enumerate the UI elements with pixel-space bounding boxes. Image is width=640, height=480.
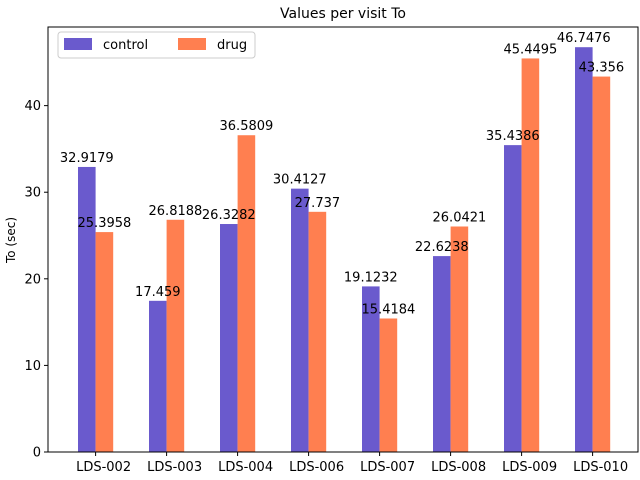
bars-layer [78,47,611,453]
legend-swatch-control [64,38,92,50]
x-tick-label: LDS-006 [289,460,344,475]
y-tick-label: 20 [24,272,41,287]
bar-labels-layer: 32.9179 17.459 26.3282 30.4127 19.1232 22.623… [60,31,624,317]
y-tick-label: 40 [24,99,41,114]
bar-value-label: 32.9179 [60,151,114,166]
bar-drug-LDS-004 [237,135,256,452]
bar-value-label: 45.4495 [504,42,558,57]
x-axis-ticks: LDS-002 LDS-003 LDS-004 LDS-006 LDS-007 LDS-0… [76,452,628,475]
bar-drug-LDS-007 [379,318,398,452]
bar-value-label: 25.3958 [78,216,132,231]
bar-value-label: 46.7476 [557,31,611,46]
bar-control-LDS-008 [433,256,451,452]
x-tick-label: LDS-008 [431,460,486,475]
legend-swatch-drug [178,38,206,50]
bar-drug-LDS-003 [166,219,185,452]
legend-label-drug: drug [217,38,247,53]
y-axis-ticks: 0 10 20 30 40 [24,99,48,461]
x-tick-label: LDS-009 [502,460,557,475]
bar-value-label: 30.4127 [273,173,327,188]
bar-value-label: 22.6238 [415,240,469,255]
bar-control-LDS-007 [362,286,380,452]
y-tick-label: 0 [33,446,41,461]
bar-value-label: 19.1232 [344,270,398,285]
bar-drug-LDS-010 [592,76,611,453]
bar-value-label: 26.8188 [149,204,203,219]
bar-value-label: 17.459 [135,285,181,300]
bar-value-label: 43.356 [579,61,625,76]
y-tick-label: 30 [24,186,41,201]
plot-frame [47,26,639,453]
x-tick-label: LDS-004 [218,460,273,475]
bar-value-label: 26.0421 [433,210,487,225]
bar-control-LDS-004 [220,224,238,452]
bar-control-LDS-003 [149,300,167,452]
chart-title: Values per visit To [280,6,406,22]
y-tick-label: 10 [24,359,41,374]
bar-value-label: 36.5809 [220,119,274,134]
y-axis-label: To (sec) [4,217,18,264]
x-tick-label: LDS-010 [573,460,628,475]
x-tick-label: LDS-003 [147,460,202,475]
bar-value-label: 15.4184 [362,302,416,317]
bar-control-LDS-002 [78,166,96,452]
bar-value-label: 35.4386 [486,129,540,144]
legend: control drug [57,31,256,59]
bar-value-label: 26.3282 [202,208,256,223]
bar-drug-LDS-008 [450,226,469,452]
bar-drug-LDS-009 [521,58,540,452]
bar-control-LDS-006 [291,188,309,452]
bar-drug-LDS-002 [95,232,114,452]
x-tick-label: LDS-002 [76,460,131,475]
x-tick-label: LDS-007 [360,460,415,475]
bar-control-LDS-010 [575,47,593,453]
legend-label-control: control [103,38,148,53]
bar-drug-LDS-006 [308,211,327,452]
bar-value-label: 27.737 [295,196,341,211]
bar-control-LDS-009 [504,145,522,452]
